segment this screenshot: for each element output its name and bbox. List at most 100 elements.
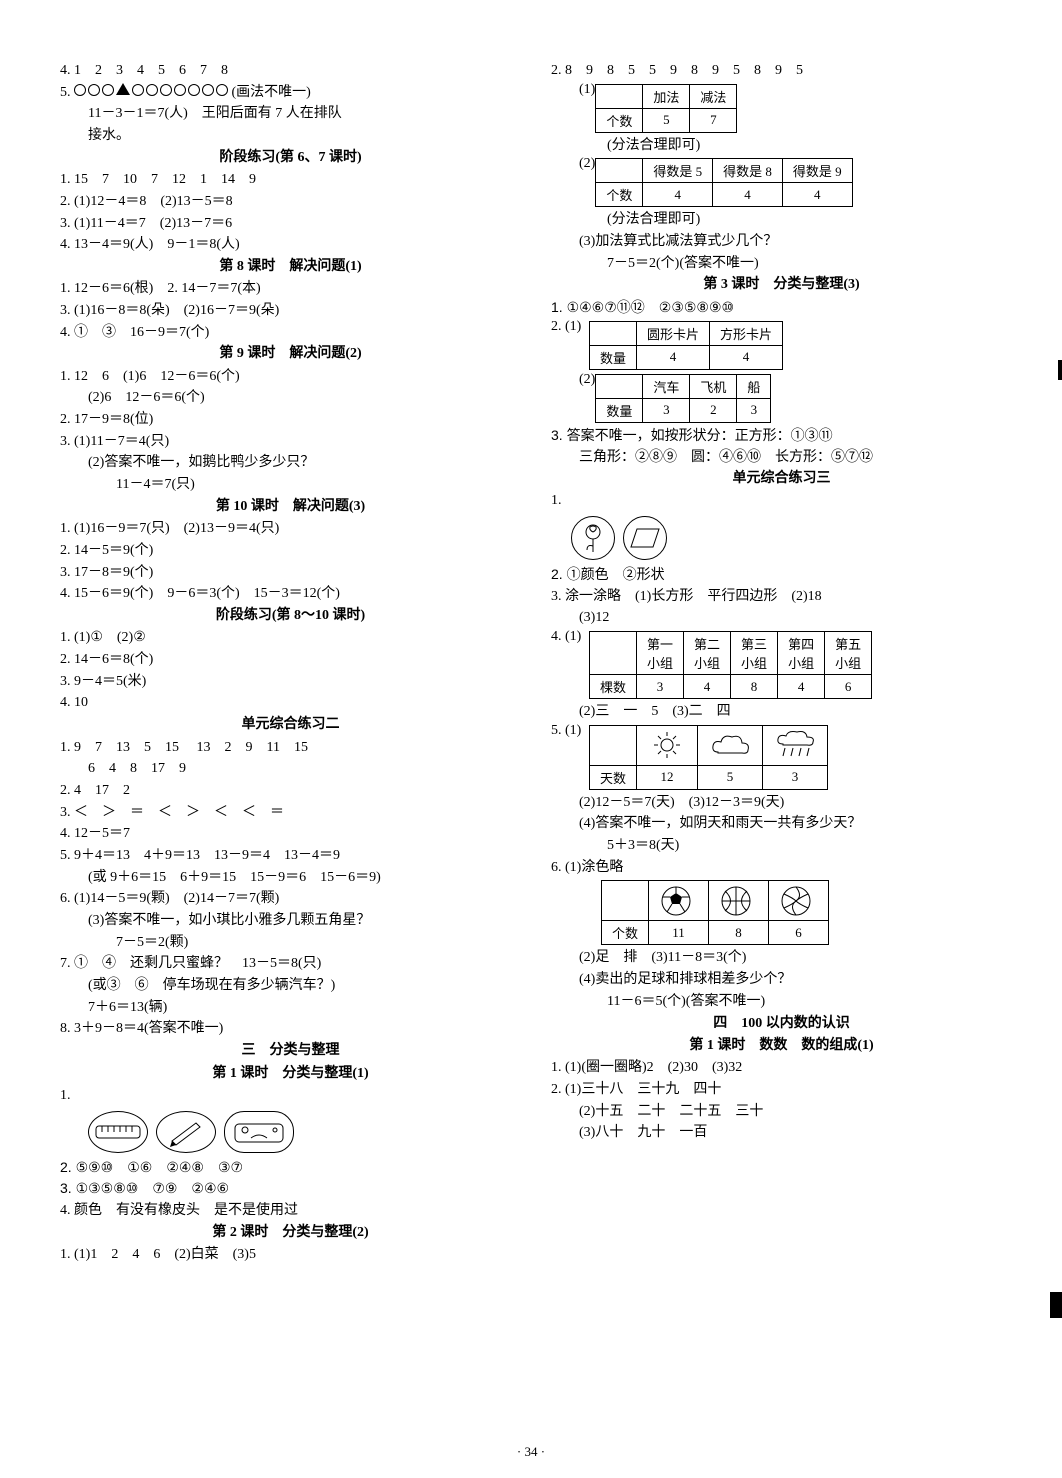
pencil-icon [166, 1117, 206, 1147]
table-cell: 飞机 [690, 374, 737, 398]
table-cell: 11 [649, 921, 709, 945]
table-cell: 减法 [690, 84, 737, 108]
table-cell: 第二小组 [684, 632, 731, 675]
group-tree-table: 第一小组 第二小组 第三小组 第四小组 第五小组 棵数 3 4 8 4 6 [589, 631, 872, 699]
sun-icon [647, 728, 687, 762]
text-line: 1. [551, 490, 1012, 512]
table-cell: 4 [713, 183, 783, 207]
table-cell: 第一小组 [637, 632, 684, 675]
page-edge-mark [1058, 360, 1062, 380]
circle-icon [74, 84, 86, 96]
circle-icon [188, 84, 200, 96]
text-line: 6. (1)14－5＝9(颗) (2)14－7＝7(颗) [60, 888, 521, 910]
text-line: 1. (1)(圈一圈略)2 (2)30 (3)32 [551, 1057, 1012, 1079]
prefix: 4. (1) [551, 629, 589, 645]
addition-subtraction-table: 加法 减法 个数 5 7 [595, 84, 737, 133]
table-cell: 6 [769, 921, 829, 945]
text-line: 3. 答案不唯一，如按形状分：正方形：①③⑪ [551, 425, 1012, 447]
text-line: (或 9＋6＝15 6＋9＝15 15－9＝6 15－6＝9) [60, 867, 521, 889]
text-line: 2. 8 9 8 5 5 9 8 9 5 8 9 5 [551, 60, 1012, 82]
table-cell: 4 [778, 675, 825, 699]
table-cell: 3 [643, 398, 690, 422]
cloud-icon [708, 730, 752, 760]
chapter-heading: 四 100 以内数的认识 [551, 1013, 1012, 1035]
section-heading: 阶段练习(第 8～10 课时) [60, 605, 521, 627]
card-shape-table: 圆形卡片 方形卡片 数量 4 4 [589, 321, 783, 370]
table-cell: 方形卡片 [710, 321, 783, 345]
table-cell: 4 [710, 345, 783, 369]
table-cell: 个数 [596, 108, 643, 132]
text-line: 3. 17－8＝9(个) [60, 562, 521, 584]
text-line: 5. 9＋4＝13 4＋9＝13 13－9＝4 13－4＝9 [60, 845, 521, 867]
table-cell: 天数 [590, 765, 637, 789]
text-line: 1. [60, 1085, 521, 1107]
text-line: 2. ⑤⑨⑩ ①⑥ ②④⑧ ③⑦ [60, 1157, 521, 1179]
table-cell: 棵数 [590, 675, 637, 699]
table-cell: 个数 [596, 183, 643, 207]
section-heading: 第 10 课时 解决问题(3) [60, 496, 521, 518]
text-line: 4. ① ③ 16－9＝7(个) [60, 322, 521, 344]
table-cell: 船 [737, 374, 771, 398]
text-line: 5. (画法不唯一) [60, 82, 521, 104]
text-line: 1. 12 6 (1)6 12－6＝6(个) [60, 366, 521, 388]
text-line: 3. ＜ ＞ ＝ ＜ ＞ ＜ ＜ ＝ [60, 802, 521, 824]
table-cell: 5 [643, 108, 690, 132]
text-line: (4)卖出的足球和排球相差多少个？ [551, 969, 1012, 991]
text-line: 4. 13－4＝9(人) 9－1＝8(人) [60, 234, 521, 256]
table-cell: 汽车 [643, 374, 690, 398]
table-cell [590, 321, 637, 345]
text-line: 8. 3＋9－8＝4(答案不唯一) [60, 1018, 521, 1040]
text-line: (2)答案不唯一，如鹅比鸭少多少只？ [60, 452, 521, 474]
circle-icon [102, 84, 114, 96]
text-line: 1. (1)① (2)② [60, 627, 521, 649]
section-heading: 第 3 课时 分类与整理(3) [551, 274, 1012, 296]
weather-table: 天数 12 5 3 [589, 725, 828, 790]
volleyball-icon [779, 884, 813, 918]
table-cell: 6 [825, 675, 872, 699]
circle-icon [88, 84, 100, 96]
table-cell: 2 [690, 398, 737, 422]
ruler-icon [94, 1122, 142, 1142]
table-cell [596, 159, 643, 183]
text-line: 2. ①颜色 ②形状 [551, 564, 1012, 586]
text-line: (2)足 排 (3)11－8＝3(个) [551, 947, 1012, 969]
text-line: 5＋3＝8(天) [551, 835, 1012, 857]
text-line: 4. 12－5＝7 [60, 823, 521, 845]
table-block: (1) 加法 减法 个数 5 7 [551, 82, 1012, 135]
table-cell: 8 [709, 921, 769, 945]
table-cell: 得数是 8 [713, 159, 783, 183]
table-cell: 数量 [596, 398, 643, 422]
circle-icon [132, 84, 144, 96]
text-line: (3)加法算式比减法算式少几个？ [551, 231, 1012, 253]
table-cell: 4 [782, 183, 852, 207]
circle-icon [160, 84, 172, 96]
page-edge-mark [1050, 1292, 1062, 1318]
table-cell: 4 [637, 345, 710, 369]
eraser-figure [224, 1111, 294, 1153]
text-line: (3)八十 九十 一百 [551, 1122, 1012, 1144]
ball-table: 个数 11 8 6 [601, 880, 829, 945]
table-cell: 3 [763, 765, 828, 789]
table-cell: 第四小组 [778, 632, 825, 675]
basketball-icon [719, 884, 753, 918]
text-line: 11－6＝5(个)(答案不唯一) [551, 991, 1012, 1013]
text-line: 4. 1 2 3 4 5 6 7 8 [60, 60, 521, 82]
section-heading: 第 1 课时 数数 数的组成(1) [551, 1035, 1012, 1057]
text-line: 3. ①③⑤⑧⑩ ⑦⑨ ②④⑥ [60, 1178, 521, 1200]
text-line: 三角形：②⑧⑨ 圆：④⑥⑩ 长方形：⑤⑦⑫ [551, 446, 1012, 468]
left-column: 4. 1 2 3 4 5 6 7 8 5. (画法不唯一) 11－3－1＝7(人… [60, 60, 521, 1266]
text-line: 2. 14－5＝9(个) [60, 540, 521, 562]
table-block: 2. (1) 圆形卡片 方形卡片 数量 4 4 [551, 319, 1012, 372]
table-cell: 得数是 9 [782, 159, 852, 183]
table-cell: 3 [637, 675, 684, 699]
table-block: (2) 得数是 5 得数是 8 得数是 9 个数 4 4 4 [551, 156, 1012, 209]
text-line: (2)6 12－6＝6(个) [60, 387, 521, 409]
text-line: 2. 14－6＝8(个) [60, 649, 521, 671]
prefix: (1) [551, 82, 595, 98]
text-line: 1. 9 7 13 5 15 13 2 9 11 15 [60, 737, 521, 759]
text-line: 11－4＝7(只) [60, 474, 521, 496]
vehicle-table: 汽车 飞机 船 数量 3 2 3 [595, 374, 771, 423]
flower-icon [579, 522, 607, 554]
section-heading: 第 9 课时 解决问题(2) [60, 343, 521, 365]
text-line: 6. (1)涂色略 [551, 857, 1012, 879]
